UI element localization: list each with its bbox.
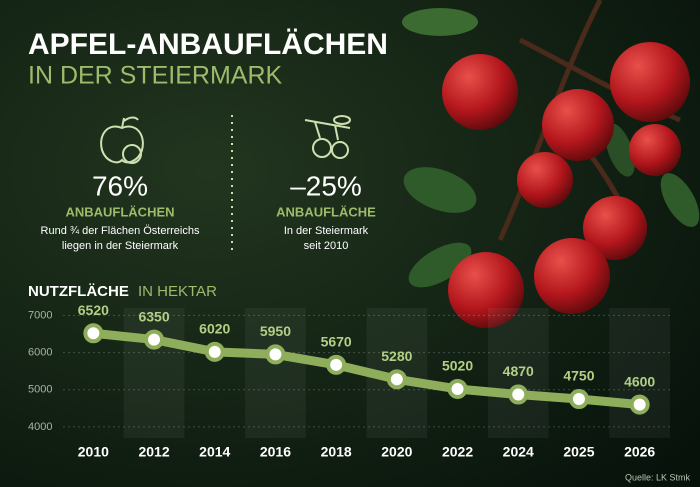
y-tick-label: 7000	[28, 309, 52, 321]
x-tick-label: 2024	[503, 444, 534, 460]
stat-text: In der Steiermark	[284, 225, 369, 237]
value-label: 5020	[442, 358, 473, 374]
value-label: 5670	[321, 334, 352, 350]
stat-label: ANBAUFLÄCHEN	[65, 204, 174, 219]
y-tick-label: 4000	[28, 421, 52, 433]
icon-apple	[100, 116, 144, 164]
value-label: 4600	[624, 373, 655, 389]
column-band	[487, 308, 549, 438]
y-tick-label: 6000	[28, 346, 52, 358]
point	[144, 329, 165, 350]
point	[386, 369, 407, 390]
x-tick-label: 2026	[624, 444, 655, 460]
apple-branch	[402, 0, 700, 328]
column-band	[609, 308, 670, 438]
x-tick-label: 2025	[563, 444, 594, 460]
point	[447, 378, 468, 399]
value-label: 5950	[260, 323, 291, 339]
line	[92, 328, 641, 410]
x-tick-label: 2016	[260, 444, 291, 460]
point	[568, 389, 589, 409]
axis-unit: IN HEKTAR	[138, 283, 217, 300]
stat-text: liegen in der Steiermark	[62, 240, 179, 252]
point	[508, 384, 529, 405]
value-label: 4870	[503, 363, 534, 379]
stat-text: seit 2010	[304, 240, 349, 252]
x-tick-label: 2022	[442, 444, 473, 460]
point	[265, 344, 286, 365]
stat-text: Rund ¾ der Flächen Österreichs	[41, 225, 200, 237]
title: APFEL-ANBAUFLÄCHEN	[28, 28, 388, 61]
stat-value: –25%	[290, 170, 362, 201]
x-tick-label: 2020	[381, 444, 412, 460]
icon-branch	[304, 115, 351, 159]
axis-title: NUTZFLÄCHE	[28, 283, 129, 300]
point	[629, 394, 650, 415]
point	[326, 354, 347, 375]
subtitle: IN DER STEIERMARK	[28, 62, 283, 90]
value-label: 6520	[78, 302, 109, 318]
column-band	[123, 308, 185, 438]
point	[83, 323, 104, 344]
column-band	[245, 308, 306, 438]
x-tick-label: 2012	[138, 444, 169, 460]
stat-label: ANBAUFLÄCHE	[276, 204, 376, 219]
value-label: 6350	[138, 308, 169, 324]
x-tick-label: 2018	[321, 444, 352, 460]
plot: 4000 5000 6000 7000 2010 2012 2014 2016 2018 2020…	[28, 302, 670, 460]
x-tick-label: 2014	[199, 444, 230, 460]
y-tick-label: 5000	[28, 384, 52, 396]
stat-value: 76%	[92, 170, 148, 201]
point	[204, 341, 225, 362]
value-label: 5280	[381, 348, 412, 364]
x-tick-label: 2010	[78, 444, 109, 460]
value-label: 4750	[563, 368, 594, 384]
source: Quelle: LK Stmk	[625, 472, 691, 482]
value-label: 6020	[199, 321, 230, 337]
